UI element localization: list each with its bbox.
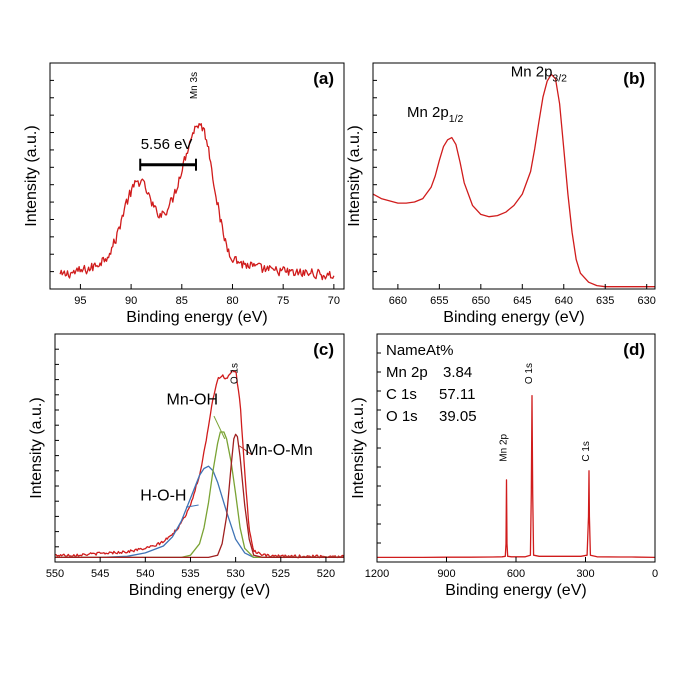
panel-d-annotation-1: O 1s xyxy=(524,363,535,384)
panel-d-x-tick-label: 900 xyxy=(437,568,455,580)
panel-a-tag: (a) xyxy=(313,69,334,88)
panel-b-y-axis-label: Intensity (a.u.) xyxy=(346,125,363,226)
panel-b-x-axis-label: Binding energy (eV) xyxy=(443,309,584,326)
panel-a-y-axis-label: Intensity (a.u.) xyxy=(23,125,40,226)
panel-b-x-tick-label: 645 xyxy=(513,295,531,307)
panel-b-x-tick-label: 660 xyxy=(389,295,407,307)
panel-d-x-tick-label: 600 xyxy=(507,568,525,580)
panel-a-annotation-1: 5.56 eV xyxy=(141,136,193,153)
panel-a-x-tick-label: 85 xyxy=(176,295,188,307)
panel-a-frame xyxy=(49,62,345,290)
panel-d-table-value-3: 39.05 xyxy=(439,408,477,425)
panel-b-x-tick-label: 630 xyxy=(638,295,656,307)
panel-b-series-0-line xyxy=(372,73,655,288)
panel-d-annotation-2-text: C 1s xyxy=(581,441,592,462)
panel-d-table-value-1: 3.84 xyxy=(443,364,472,381)
panel-a-series-0-line xyxy=(59,122,335,281)
panel-a-x-tick-label: 70 xyxy=(328,295,340,307)
panel-b-annotation-0: Mn 2p1/2 xyxy=(407,104,463,125)
panel-c-annotation-2: Mn-O-Mn xyxy=(245,442,313,459)
panel-d-annotation-1-text: O 1s xyxy=(524,363,535,384)
panel-a-x-tick-label: 75 xyxy=(277,295,289,307)
panel-c-x-tick-label: 530 xyxy=(226,568,244,580)
panel-b-x-tick-label: 635 xyxy=(596,295,614,307)
panel-d-table-value-2: 57.11 xyxy=(439,386,475,403)
panel-c-leader-2 xyxy=(185,504,199,508)
panel-a-x-tick-label: 95 xyxy=(74,295,86,307)
panel-a-annotation-1-text: 5.56 eV xyxy=(141,136,193,153)
panel-a-annotation-0-text: Mn 3s xyxy=(189,72,200,99)
panel-d-annotation-0-text: Mn 2p xyxy=(499,433,510,461)
panel-a-annotation-0: Mn 3s xyxy=(189,72,200,99)
panel-d-tag: (d) xyxy=(623,340,645,359)
panel-a: 95 90 85 80 75 70 Binding energy (eV) Intensity… xyxy=(23,62,345,326)
panel-c-annotation-0: O 1s xyxy=(229,363,240,384)
panel-c: 550 545 540 535 530 525 520 Binding energy (eV)… xyxy=(28,333,345,599)
panel-a-x-tick-label: 80 xyxy=(226,295,238,307)
panel-a-x-axis-label: Binding energy (eV) xyxy=(126,309,267,326)
panel-b-annotation-1-subscript: 3/2 xyxy=(552,73,567,85)
panel-d-table-name-2: C 1s xyxy=(386,386,417,403)
panel-c-y-axis-label: Intensity (a.u.) xyxy=(28,397,45,498)
panel-b-x-tick-label: 640 xyxy=(555,295,573,307)
panel-d-x-tick-label: 300 xyxy=(576,568,594,580)
panel-c-x-tick-label: 545 xyxy=(91,568,109,580)
panel-c-leader-1 xyxy=(238,445,253,456)
panel-d-annotation-2: C 1s xyxy=(581,441,592,462)
panel-d: 1200 900 600 300 0 Binding energy (eV) Intensi… xyxy=(350,333,658,599)
panel-b-annotation-1-text: Mn 2p xyxy=(511,64,553,81)
panel-b-x-tick-label: 655 xyxy=(430,295,448,307)
panel-c-annotation-1-text: Mn-OH xyxy=(166,392,218,409)
panel-c-tag: (c) xyxy=(313,340,334,359)
panel-c-x-tick-label: 525 xyxy=(272,568,290,580)
panel-b-annotation-1: Mn 2p3/2 xyxy=(511,64,567,85)
panel-c-x-tick-label: 520 xyxy=(317,568,335,580)
panel-c-x-tick-label: 550 xyxy=(46,568,64,580)
panel-c-annotation-0-text: O 1s xyxy=(229,363,240,384)
panel-c-frame xyxy=(54,333,345,563)
panel-a-x-tick-label: 90 xyxy=(125,295,137,307)
panel-b-x-tick-label: 650 xyxy=(472,295,490,307)
panel-d-series-0-line xyxy=(377,394,656,559)
panel-d-annotation-0: Mn 2p xyxy=(499,433,510,461)
panel-c-series-2-line xyxy=(55,431,344,559)
panel-d-table-name-0: NameAt% xyxy=(386,342,454,359)
panel-d-table-name-1: Mn 2p xyxy=(386,364,428,381)
panel-c-x-axis-label: Binding energy (eV) xyxy=(129,582,270,599)
panel-c-x-tick-label: 535 xyxy=(181,568,199,580)
panel-c-annotation-1: Mn-OH xyxy=(166,392,218,409)
panel-d-x-tick-label: 1200 xyxy=(365,568,389,580)
panel-b-tag: (b) xyxy=(623,69,645,88)
panel-c-x-tick-label: 540 xyxy=(136,568,154,580)
panel-b-frame xyxy=(372,62,656,290)
panel-c-annotation-3: H-O-H xyxy=(140,487,186,504)
panel-b: 660 655 650 645 640 635 630 Binding energy (eV)… xyxy=(346,62,656,326)
panel-d-table-name-3: O 1s xyxy=(386,408,418,425)
panel-c-annotation-3-text: H-O-H xyxy=(140,487,186,504)
panel-c-leader-0 xyxy=(213,415,226,440)
panel-c-series-3-line xyxy=(55,433,344,559)
panel-d-x-tick-label: 0 xyxy=(652,568,658,580)
panel-b-annotation-0-subscript: 1/2 xyxy=(449,113,464,125)
panel-c-annotation-2-text: Mn-O-Mn xyxy=(245,442,313,459)
panel-d-y-axis-label: Intensity (a.u.) xyxy=(350,397,367,498)
panel-d-x-axis-label: Binding energy (eV) xyxy=(445,582,586,599)
panel-b-annotation-0-text: Mn 2p xyxy=(407,104,449,121)
